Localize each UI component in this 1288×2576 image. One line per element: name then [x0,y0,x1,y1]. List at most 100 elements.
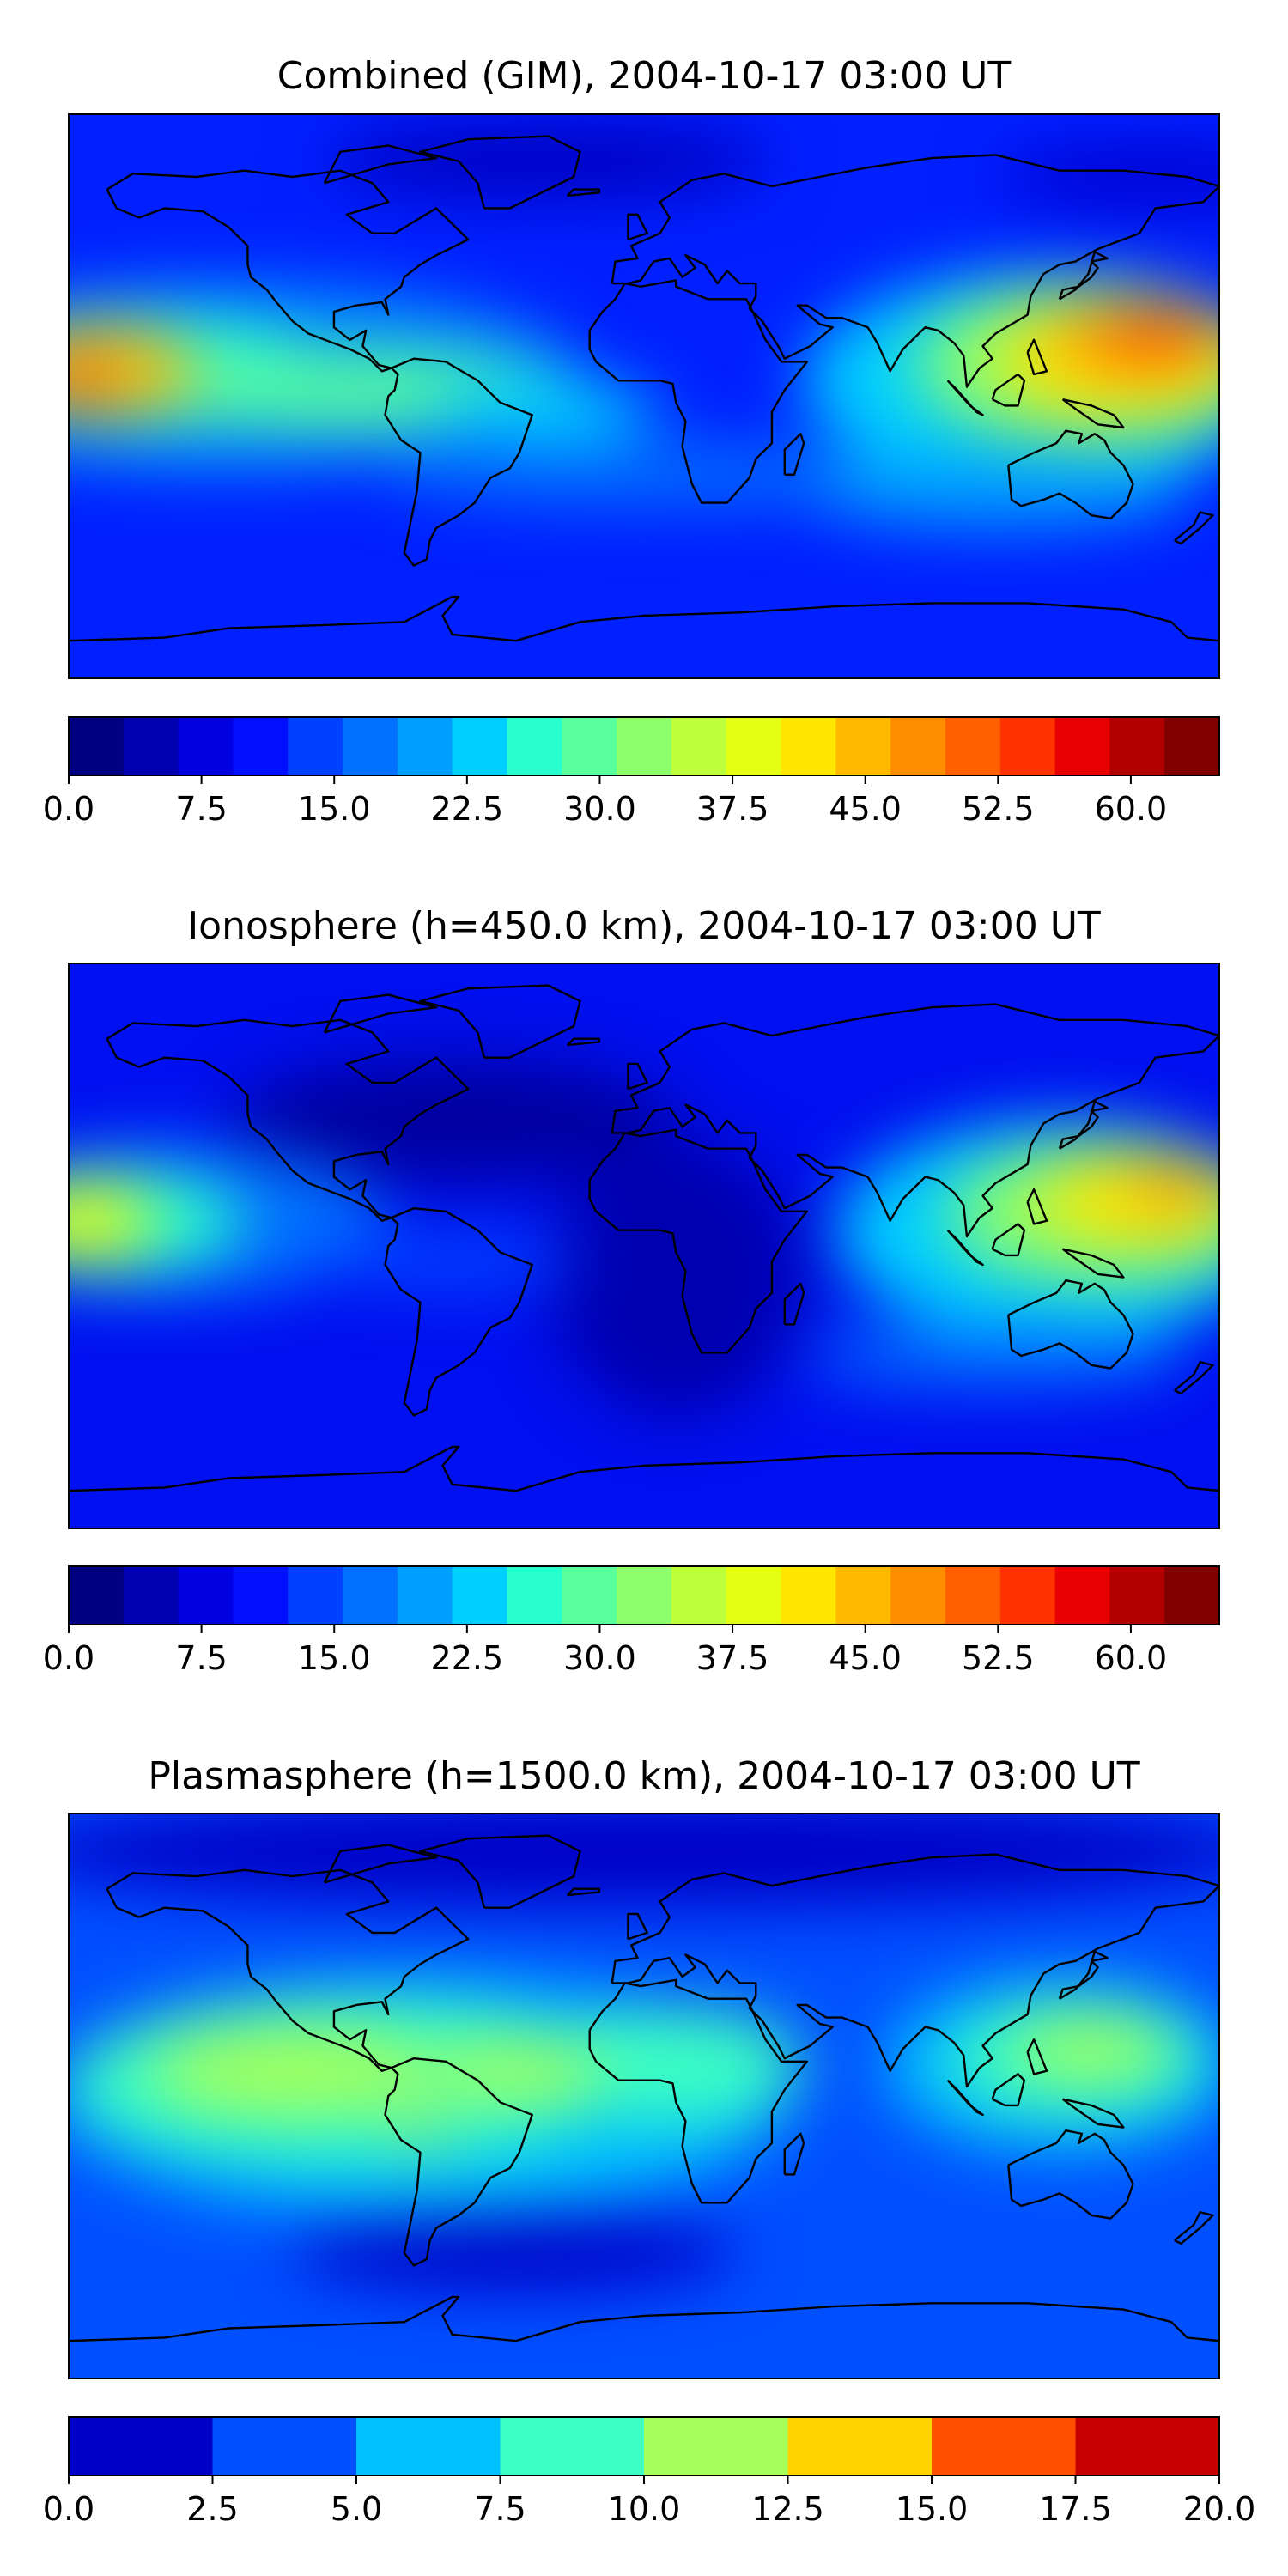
coastline [325,995,436,1033]
map [69,1814,1219,2379]
colorbar-tick-label: 60.0 [1095,1639,1168,1677]
colorbar-swatch [999,717,1056,775]
coastline [590,1130,807,1353]
coastline [785,2134,804,2175]
field-contour [1110,314,1200,353]
colorbar-tick-label: 15.0 [298,790,371,828]
coastline [69,1447,1219,1491]
coastline [612,155,1219,386]
coastline [325,146,436,184]
colorbar-swatch [945,1566,1001,1625]
colorbar-swatch [288,1566,343,1625]
field-contour [548,2008,805,2122]
colorbar-tick-label: 15.0 [298,1639,371,1677]
colorbar-swatch [726,717,782,775]
coastline [590,1980,807,2203]
colorbar-tick-label: 0.0 [43,790,94,828]
coastline [386,1208,532,1415]
colorbar-swatch [1075,2417,1220,2476]
colorbar-tick-label: 5.0 [331,2490,382,2528]
colorbar-swatch [123,717,179,775]
coastline [948,2081,983,2115]
panel-combined: Combined (GIM), 2004-10-17 03:00 UT 0.0 7… [43,54,1220,828]
colorbar-swatch [671,1566,727,1625]
colorbar-swatch [452,717,508,775]
colorbar-swatch [69,1566,125,1625]
colorbar: 0.0 2.5 5.0 7.5 10.0 12.5 15.0 17.5 20.0 [43,2416,1255,2528]
colorbar-swatch [999,1566,1056,1625]
colorbar-tick-label: 10.0 [608,2490,681,2528]
colorbar-swatch [212,2417,357,2476]
colorbar-tick-label: 52.5 [962,1639,1035,1677]
field-contour [804,1324,1188,1388]
colorbar-swatch [562,717,617,775]
colorbar-swatch [835,717,891,775]
colorbar-swatch [233,1566,289,1625]
colorbar-swatch [671,717,727,775]
coastline [386,359,532,566]
coastline [107,171,469,372]
colorbar-tick-label: 0.0 [43,2490,94,2528]
coastline [1175,513,1213,544]
colorbar-tick-label: 7.5 [474,2490,526,2528]
coastline [612,1005,1219,1237]
map-frame [68,963,1220,1529]
colorbar-swatch [343,1566,398,1625]
colorbar-swatch [233,717,289,775]
colorbar-swatch [562,1566,617,1625]
field-contour [228,1057,677,1183]
coastline [1063,1249,1124,1278]
coastline [1063,399,1124,428]
colorbar-tick-label: 2.5 [186,2490,238,2528]
colorbar-tick-label: 0.0 [43,1639,94,1677]
colorbar-tick-label: 30.0 [563,790,636,828]
coastline [1060,1952,1108,1999]
field-contour [69,1814,1219,1908]
colorbar-tick-label: 22.5 [431,790,504,828]
field-contour [426,2039,606,2103]
colorbar-tick-label: 60.0 [1095,790,1168,828]
coastline [993,2074,1024,2105]
coastline [1060,252,1108,300]
coastline [386,2058,532,2265]
coastline [1008,2130,1133,2218]
colorbar-swatch [397,717,453,775]
map [69,114,1219,678]
colorbar-tick-label: 30.0 [563,1639,636,1677]
coastline [612,1855,1219,2087]
coastline [993,374,1024,406]
panel-plasmasphere: Plasmasphere (h=1500.0 km), 2004-10-17 0… [43,1754,1256,2528]
coastline [568,190,599,196]
coastline [628,1914,647,1939]
panel-ionosphere: Ionosphere (h=450.0 km), 2004-10-17 03:0… [43,904,1220,1677]
field-contour [149,2026,437,2115]
colorbar-tick-label: 22.5 [431,1639,504,1677]
colorbar-swatch [617,1566,672,1625]
coastline [948,380,983,415]
map-frame [68,113,1220,679]
coastline [420,986,580,1058]
coastline [420,137,580,209]
field-contour [324,1230,580,1293]
panel-title: Ionosphere (h=450.0 km), 2004-10-17 03:0… [187,904,1101,948]
coastline [69,2297,1219,2341]
colorbar-frame [68,1565,1220,1625]
colorbar-swatch [500,2417,645,2476]
colorbar-swatch [1109,1566,1165,1625]
coastline [785,1284,804,1325]
data-field [69,123,1219,528]
coastline [325,1845,436,1883]
coastline [590,280,807,502]
colorbar-swatch [452,1566,508,1625]
coastline [628,1064,647,1089]
coastline [107,1020,469,1221]
colorbar-tick-label: 15.0 [896,2490,969,2528]
field-contour [401,2114,440,2141]
field-contour [69,1182,155,1259]
colorbar-swatch [835,1566,891,1625]
colorbar-swatch [123,1566,179,1625]
coastline [1008,431,1133,519]
colorbar-swatch [726,1566,782,1625]
colorbar-tick-label: 52.5 [962,790,1035,828]
